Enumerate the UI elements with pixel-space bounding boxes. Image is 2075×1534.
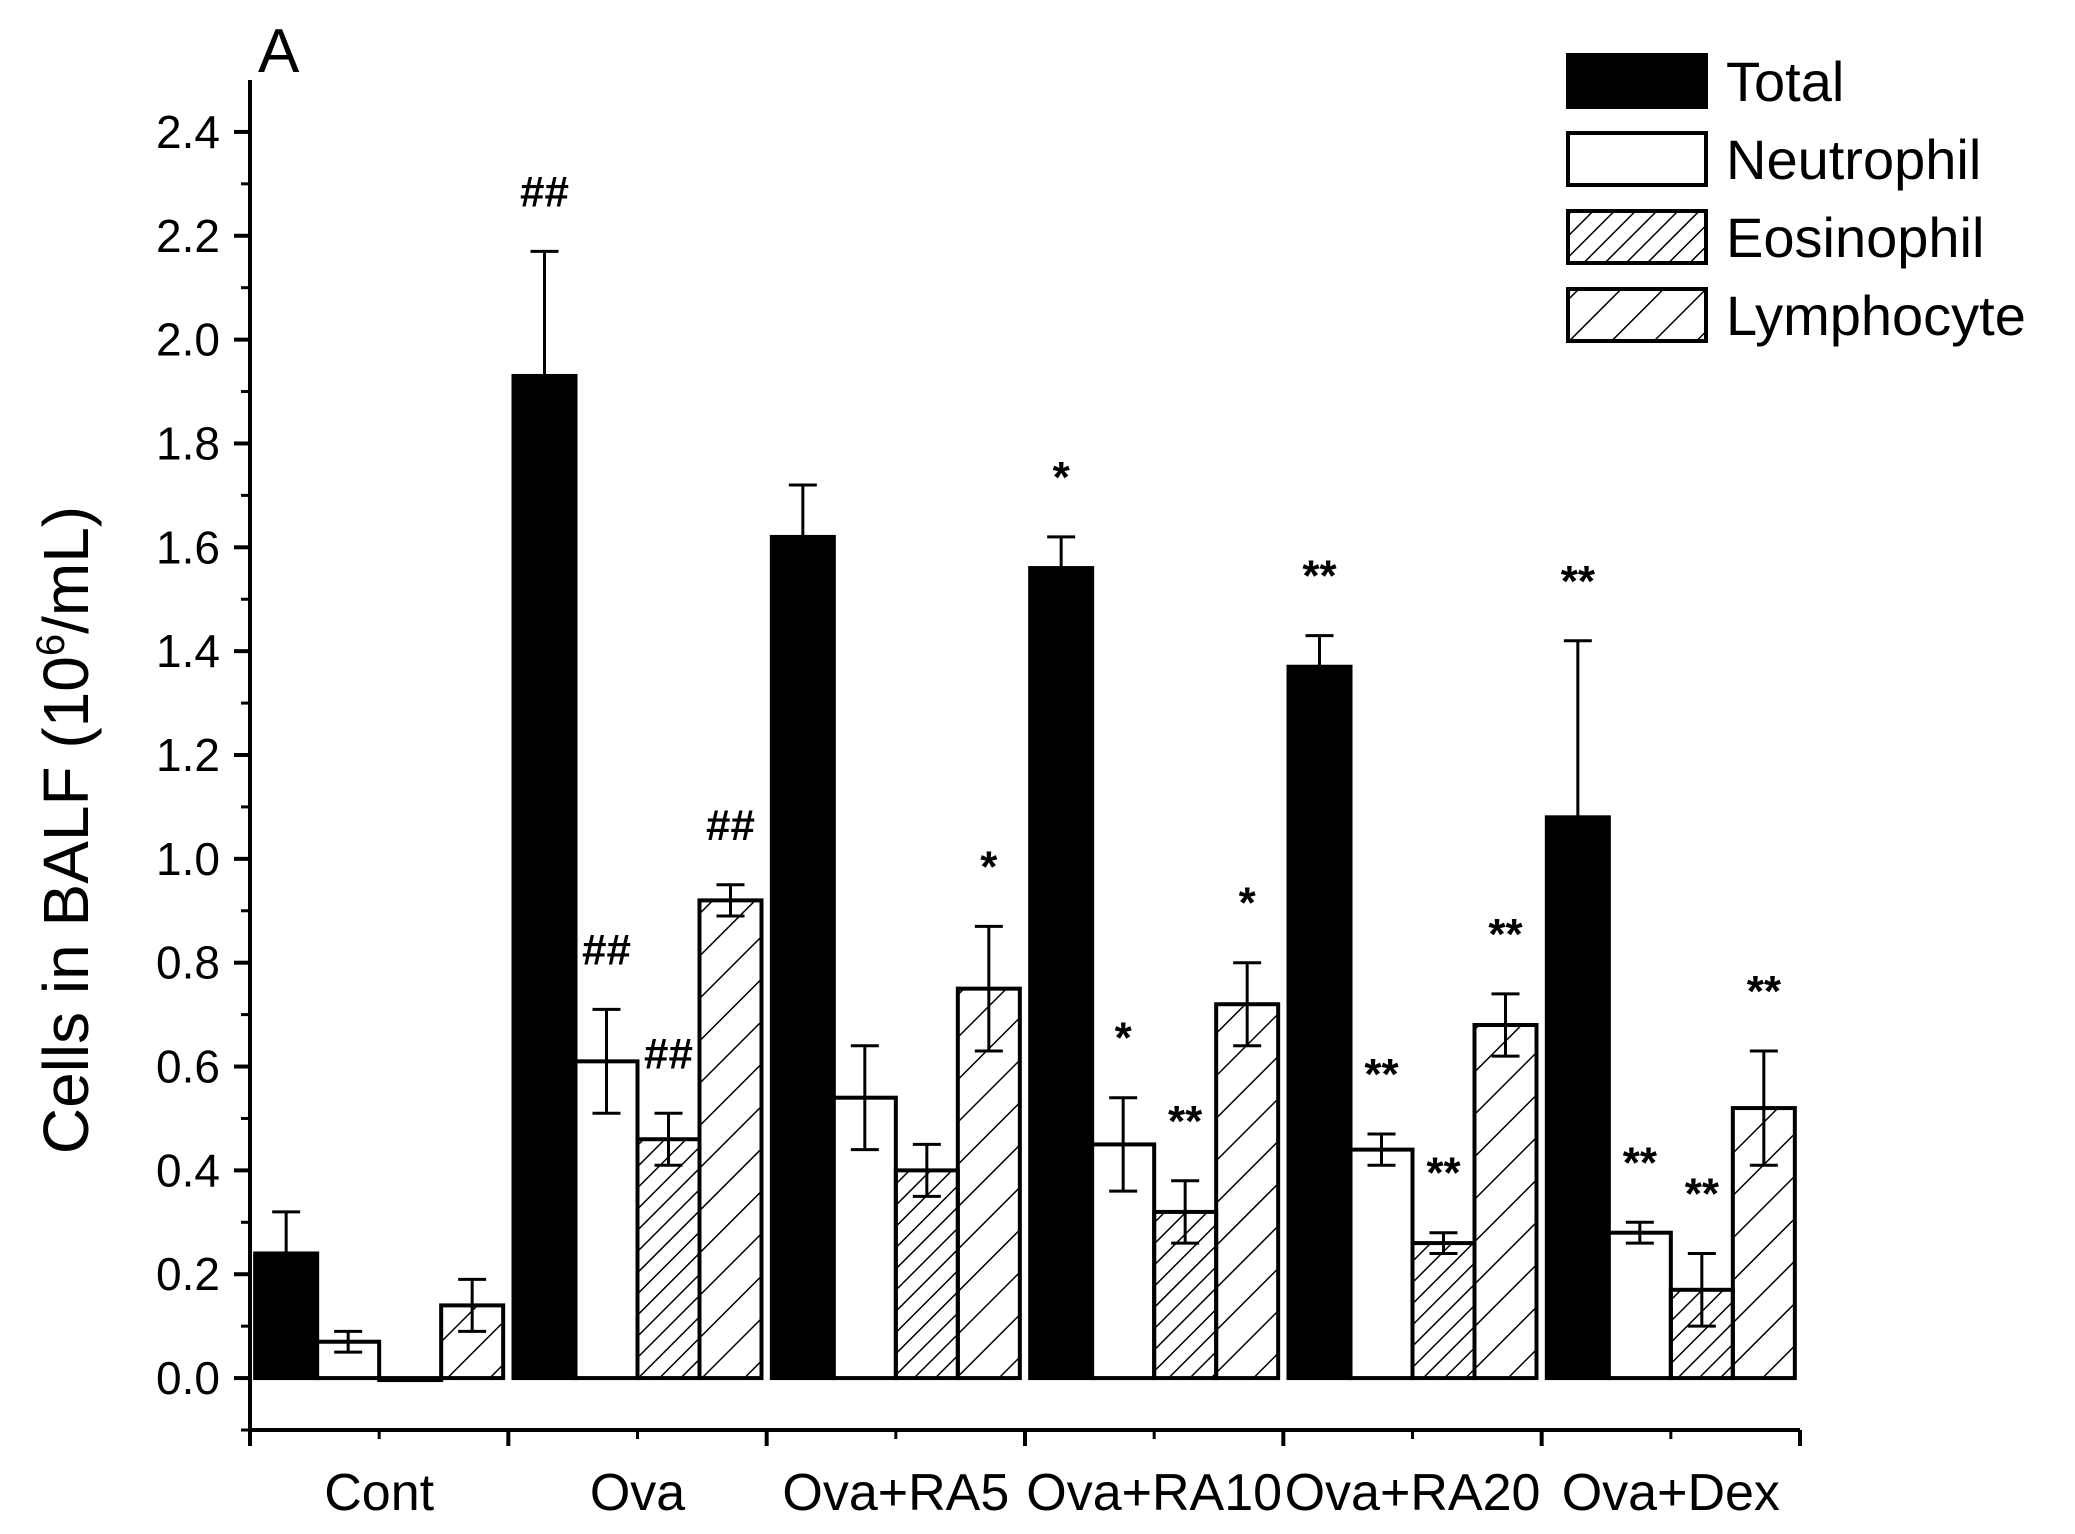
significance-mark: ** <box>1364 1050 1399 1099</box>
axes: 0.0 0.2 0.4 0.6 0.8 1.0 1.2 1.4 1.6 1.8 2.0 2.2 2.4 C… <box>156 80 1802 1522</box>
x-tick-label: Ova+RA20 <box>1285 1464 1541 1522</box>
y-tick-label: 1.0 <box>156 833 220 885</box>
x-tick-label: Ova+Dex <box>1562 1464 1780 1522</box>
significance-mark: ** <box>1561 557 1596 606</box>
significance-mark: ## <box>644 1029 693 1078</box>
bar-total <box>1028 566 1095 1381</box>
y-tick-label: 1.8 <box>156 417 220 469</box>
legend-swatch-total <box>1566 53 1708 109</box>
bar-lymphocyte <box>1214 1002 1281 1381</box>
bar-eosinophil <box>1410 1241 1477 1381</box>
y-tick-label: 1.2 <box>156 729 220 781</box>
significance-mark: ** <box>1685 1169 1720 1218</box>
y-tick-label: 0.8 <box>156 937 220 989</box>
bar-neutrophil <box>1606 1230 1673 1381</box>
y-tick-label: 1.6 <box>156 521 220 573</box>
bar-eosinophil <box>635 1137 702 1381</box>
annotations-group: ########********************** <box>520 167 1782 1218</box>
bars-group <box>253 249 1797 1383</box>
bar-lymphocyte <box>1472 1023 1539 1381</box>
significance-mark: * <box>1053 453 1071 502</box>
bar-total <box>511 373 578 1381</box>
legend: Total Neutrophil Eosinophil Lymphocyte <box>1566 50 2026 347</box>
bar-eosinophil <box>377 1376 444 1383</box>
legend-label-eosinophil: Eosinophil <box>1726 206 1984 269</box>
x-tick-label: Cont <box>324 1464 434 1522</box>
bar-lymphocyte <box>697 898 764 1381</box>
significance-mark: ## <box>706 801 755 850</box>
y-tick-label: 2.2 <box>156 210 220 262</box>
bar-neutrophil <box>1090 1142 1157 1381</box>
y-tick-label: 2.4 <box>156 106 220 158</box>
significance-mark: ** <box>1747 967 1782 1016</box>
panel-label: A <box>258 17 300 86</box>
y-tick-label: 0.2 <box>156 1248 220 1300</box>
x-tick-label: Ova <box>590 1464 685 1522</box>
legend-label-neutrophil: Neutrophil <box>1726 128 1981 191</box>
significance-mark: * <box>1239 879 1257 928</box>
significance-mark: ** <box>1168 1097 1203 1146</box>
x-tick-label: Ova+RA10 <box>1026 1464 1282 1522</box>
y-tick-label: 1.4 <box>156 625 220 677</box>
significance-mark: ** <box>1302 552 1337 601</box>
bar-total <box>769 534 836 1381</box>
x-tick-label: Ova+RA5 <box>782 1464 1009 1522</box>
bar-eosinophil <box>893 1168 960 1381</box>
significance-mark: ** <box>1426 1149 1461 1198</box>
significance-mark: ** <box>1488 910 1523 959</box>
significance-mark: ## <box>582 925 631 974</box>
bar-neutrophil <box>1348 1147 1415 1381</box>
significance-mark: * <box>980 842 998 891</box>
y-tick-label: 0.6 <box>156 1041 220 1093</box>
y-tick-label: 0.4 <box>156 1144 220 1196</box>
legend-label-lymphocyte: Lymphocyte <box>1726 284 2026 347</box>
significance-mark: ** <box>1623 1138 1658 1187</box>
y-axis-label: Cells in BALF (106/mL) <box>29 506 102 1154</box>
bar-total <box>1286 664 1353 1381</box>
legend-swatch-neutrophil <box>1566 131 1708 187</box>
significance-mark: * <box>1115 1014 1133 1063</box>
legend-swatch-eosinophil <box>1566 209 1708 265</box>
significance-mark: ## <box>520 167 569 216</box>
y-tick-label: 0.0 <box>156 1352 220 1404</box>
legend-swatch-lymphocyte <box>1566 287 1708 343</box>
y-tick-label: 2.0 <box>156 314 220 366</box>
bar-lymphocyte <box>955 986 1022 1381</box>
legend-label-total: Total <box>1726 50 1844 113</box>
